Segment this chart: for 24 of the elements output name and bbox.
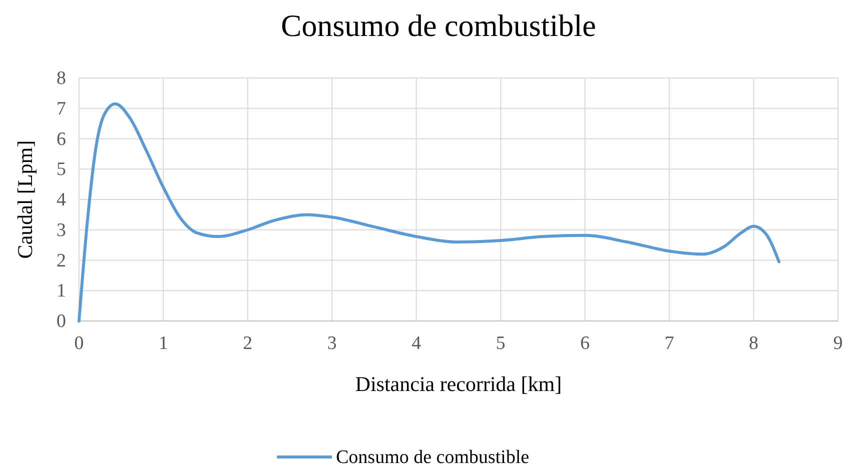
y-tick-label: 5 (56, 159, 66, 180)
y-tick-label: 4 (56, 190, 66, 210)
x-tick-label: 8 (748, 333, 758, 354)
x-tick-label: 0 (74, 333, 84, 354)
line-series (78, 102, 780, 322)
x-tick-label: 9 (833, 333, 843, 354)
y-tick-label: 8 (56, 68, 66, 89)
x-tick-label: 2 (242, 333, 252, 354)
x-tick-label: 7 (664, 333, 674, 354)
y-tick-label: 2 (56, 250, 66, 272)
y-axis-title: Caudal [Lpm] (13, 140, 37, 259)
x-axis-title: Distancia recorrida [km] (355, 372, 562, 396)
y-tick-label: 0 (56, 311, 66, 332)
y-tick-label: 6 (56, 128, 66, 150)
y-tick-label: 7 (56, 98, 66, 120)
y-tick-label: 1 (56, 280, 66, 302)
x-tick-label: 3 (327, 333, 337, 354)
legend-label: Consumo de combustible (336, 447, 530, 467)
x-tick-label: 1 (158, 333, 168, 354)
y-tick-label: 3 (56, 220, 66, 241)
x-tick-label: 6 (580, 333, 590, 354)
chart-title: Consumo de combustible (280, 8, 596, 43)
x-tick-label: 4 (412, 333, 422, 354)
x-tick-label: 5 (496, 333, 506, 354)
